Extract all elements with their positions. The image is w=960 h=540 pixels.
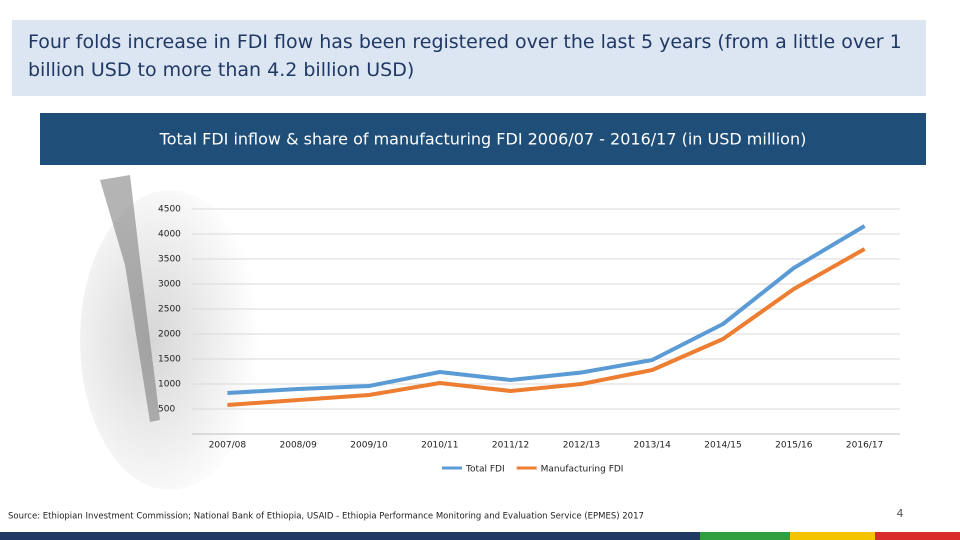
- x-tick-label: 2013/14: [634, 441, 672, 451]
- y-tick-label: 3500: [158, 255, 181, 265]
- x-tick-label: 2008/09: [280, 441, 318, 451]
- footer-bar: [700, 532, 790, 540]
- y-tick-label: 1000: [158, 380, 181, 390]
- y-tick-label: 4000: [158, 230, 181, 240]
- y-tick-label: 500: [158, 405, 175, 415]
- title-banner: [40, 113, 926, 165]
- x-tick-label: 2016/17: [846, 441, 883, 451]
- legend-label: Total FDI: [465, 465, 505, 475]
- header-box: [12, 20, 926, 96]
- x-tick-label: 2010/11: [421, 441, 458, 451]
- series-line: [227, 224, 866, 395]
- x-tick-label: 2009/10: [350, 441, 388, 451]
- x-tick-label: 2014/15: [704, 441, 741, 451]
- y-tick-label: 4500: [158, 205, 181, 215]
- y-tick-label: 3000: [158, 280, 181, 290]
- x-tick-label: 2015/16: [775, 441, 813, 451]
- y-tick-label: 2500: [158, 305, 181, 315]
- legend-label: Manufacturing FDI: [541, 465, 624, 475]
- y-tick-label: 1500: [158, 355, 181, 365]
- footer-bar: [0, 532, 700, 540]
- footer-bar: [790, 532, 875, 540]
- dart-shape: [100, 175, 160, 422]
- page-number: 4: [897, 507, 904, 520]
- x-tick-label: 2011/12: [492, 441, 529, 451]
- footer-bar: [875, 532, 960, 540]
- series-line: [227, 247, 866, 407]
- x-tick-label: 2007/08: [209, 441, 247, 451]
- source: Source: Ethiopian Investment Commission;…: [8, 512, 644, 522]
- header-text: Four folds increase in FDI flow has been…: [28, 31, 902, 81]
- chart-title: Total FDI inflow & share of manufacturin…: [159, 130, 807, 149]
- header-wrap: Four folds increase in FDI flow has been…: [28, 31, 902, 81]
- y-tick-label: 2000: [158, 330, 181, 340]
- x-tick-label: 2012/13: [563, 441, 600, 451]
